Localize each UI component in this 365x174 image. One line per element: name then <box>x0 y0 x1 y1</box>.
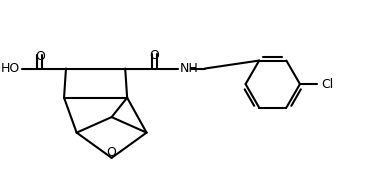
Text: Cl: Cl <box>321 78 334 91</box>
Text: NH: NH <box>180 62 198 75</box>
Text: O: O <box>35 50 45 63</box>
Text: O: O <box>149 49 159 62</box>
Text: O: O <box>107 146 116 159</box>
Text: HO: HO <box>1 62 20 75</box>
